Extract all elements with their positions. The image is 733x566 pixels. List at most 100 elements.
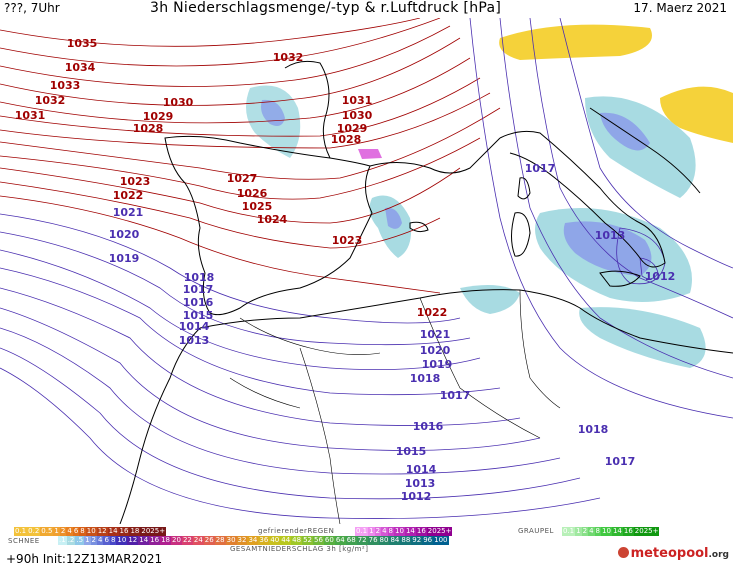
isobar-label-1030: 1030 [163,96,194,109]
legend-step: 10 [601,527,612,536]
isobar-label-1021: 1021 [420,328,451,341]
isobar-label-1012: 1012 [401,490,432,503]
france-coastline [284,60,331,159]
borders [229,289,561,525]
isobar-label-1025: 1025 [242,200,273,213]
legend-step: 56 [313,536,324,545]
legend-step: 40 [269,536,281,545]
legend-step: 72 [356,536,368,545]
legend-step: 2025+ [140,527,167,536]
legend-step: 8 [594,527,602,536]
legend-step: 18 [160,536,172,545]
isobar-label-1020: 1020 [420,344,451,357]
isobar-label-1012: 1012 [645,270,676,283]
legend-step: 52 [302,536,313,545]
isobar-label-1014: 1014 [406,463,437,476]
legend-step: 100 [433,536,449,545]
isobar-label-1017: 1017 [183,283,214,296]
legend-step: 6 [72,527,80,536]
isobar-label-1030: 1030 [342,109,373,122]
legend-step: 1 [84,536,91,545]
legend-step: 64 [334,536,346,545]
legend-step: 60 [323,536,335,545]
legend-step: 12 [96,527,108,536]
legend-step: 12 [127,536,139,545]
isobar-label-1019: 1019 [109,252,140,265]
isobar-label-1023: 1023 [332,234,363,247]
legend-step: 10 [116,536,128,545]
legend-step: 68 [345,536,357,545]
map-header: ???, 7Uhr 3h Niederschlagsmenge/-typ & r… [0,0,733,18]
weather-map: 1035 1034 1033 1032 1031 1032 1030 1029 1028 1031… [0,17,733,525]
isobar-label-1016: 1016 [183,296,214,309]
isobar-label-1019: 1019 [422,358,453,371]
isobar-label-1024: 1024 [257,213,288,226]
legend-step: 30 [225,536,237,545]
legend-step: 14 [404,527,416,536]
isobar-label-1031: 1031 [342,94,373,107]
legend-step: 8 [109,536,117,545]
isobar-label-1021: 1021 [113,206,144,219]
legend-step: 2 [59,527,67,536]
rain-scale-bar: .1.2.5 1 2 4 6 8 10 12 14 16 18 20 22 24 26 28 30 32 34 36 4… [58,536,449,545]
legend-step: .2 [66,536,76,545]
isobar-label-1028: 1028 [331,133,362,146]
graupel-scale-bar: 0.1 1 2 4 8 10 14 16 2025+ [562,527,660,536]
legend-step: 14 [611,527,623,536]
legend-step: 88 [400,536,412,545]
location-time-label: ???, 7Uhr [4,1,60,15]
isobar-label-1017: 1017 [605,455,636,468]
legend-step: 32 [236,536,248,545]
freezing-rain-scale-bar: 0.1 1 2 4 8 10 14 16 2025+ [355,527,453,536]
legend-step: 14 [138,536,150,545]
legend-step: 1 [53,527,60,536]
isobar-label-1035: 1035 [67,37,98,50]
north-africa-coastline [199,289,733,354]
legend-step: 2025+ [633,527,660,536]
model-run-info: +90h Init:12Z13MAR2021 [6,552,163,566]
iberia-coastline [164,135,373,316]
isobar-label-1016: 1016 [413,420,444,433]
snow-area-alps [499,24,652,61]
rain-area-ionian [579,307,706,368]
legend-step: 24 [192,536,204,545]
legend-step: 1 [368,527,375,536]
legend-step: 16 [118,527,130,536]
isobar-label-1022: 1022 [113,189,144,202]
freezing-rain-pyrenees [358,149,382,159]
legend-step: .1 [58,536,67,545]
legend-step: 1 [575,527,582,536]
legend-step: 16 [415,527,427,536]
legend-step: 2 [90,536,97,545]
isobar-label-1013: 1013 [595,229,626,242]
isobar-label-1023: 1023 [120,175,151,188]
legend-step: 22 [181,536,193,545]
legend-step: 10 [394,527,405,536]
isobar-label-1028: 1028 [133,122,164,135]
isobar-label-1017: 1017 [525,162,556,175]
isobar-label-1015: 1015 [396,445,427,458]
isobar-label-1027: 1027 [227,172,258,185]
legend-step: 2025+ [426,527,453,536]
legend-step: 4 [381,527,388,536]
sicily [599,270,641,287]
legend-step: 36 [258,536,270,545]
snow-title: SCHNEE [8,537,40,545]
snow-scale-bar: 0.1 0.2 0.5 1 2 4 6 8 10 12 14 16 18 2025+ [14,527,167,536]
legend-step: 6 [103,536,110,545]
isobar-label-1020: 1020 [109,228,140,241]
rain-area-algeria [460,284,520,314]
legend-step: 0.1 [562,527,576,536]
legend-step: 4 [66,527,73,536]
legend-step: 80 [378,536,390,545]
france-south-coast [369,137,501,174]
legend-step: .5 [75,536,85,545]
isobar-label-1013: 1013 [405,477,436,490]
isobar-label-1013: 1013 [179,334,210,347]
legend-panel: 0.1 0.2 0.5 1 2 4 6 8 10 12 14 16 18 2025+ gefrierend… [0,524,733,566]
legend-step: 0.5 [40,527,54,536]
isobar-label-1014: 1014 [179,320,210,333]
logo-globe-icon [617,547,629,558]
isobar-label-1026: 1026 [237,187,268,200]
meteopool-logo[interactable]: meteopool.org [617,546,729,561]
